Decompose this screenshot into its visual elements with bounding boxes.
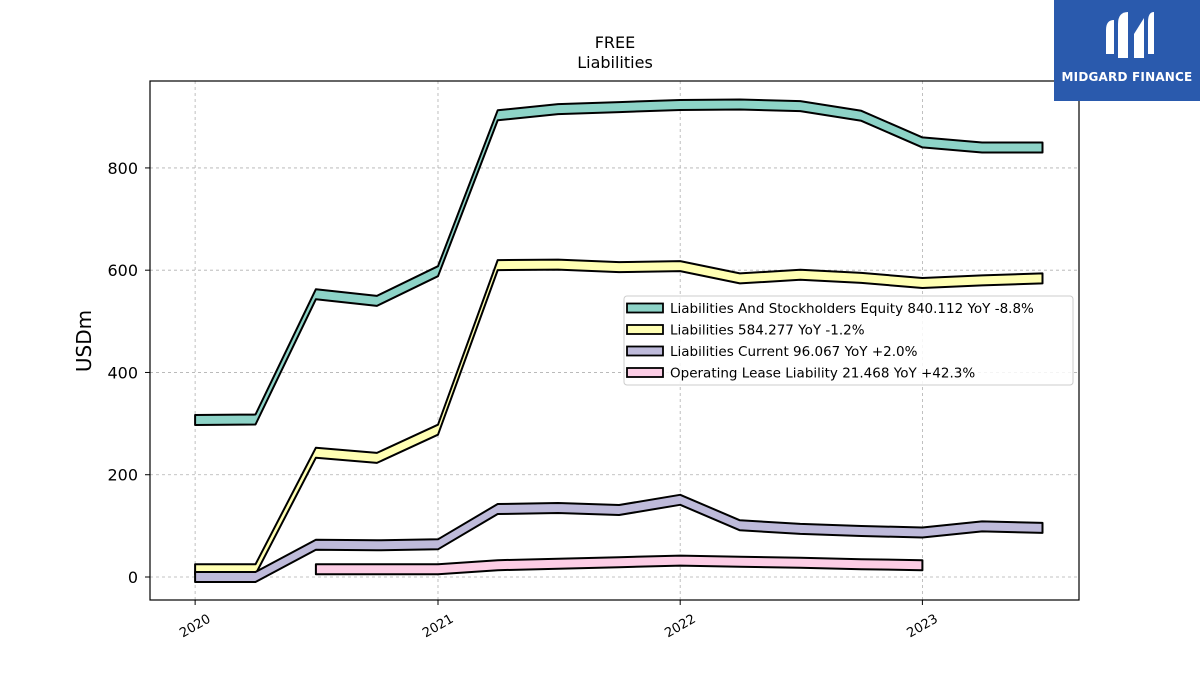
y-tick-label: 600 <box>107 261 138 280</box>
y-tick-label: 0 <box>128 568 138 587</box>
legend-entry: Liabilities Current 96.067 YoY +2.0% <box>670 344 918 360</box>
x-tick-label: 2021 <box>420 612 456 642</box>
legend-entry: Liabilities And Stockholders Equity 840.… <box>670 301 1034 317</box>
chart-subtitle: Liabilities <box>577 53 653 72</box>
x-tick-label: 2023 <box>905 612 941 642</box>
series-line-4 <box>314 554 924 576</box>
series-line-3 <box>194 493 1044 583</box>
legend-box <box>623 295 1074 386</box>
x-tick-label: 2022 <box>662 612 698 642</box>
y-tick-label: 800 <box>107 159 138 178</box>
legend-swatch <box>626 302 664 314</box>
legend-entry: Liabilities 584.277 YoY -1.2% <box>670 323 865 339</box>
midgard-mark-icon <box>1106 12 1154 58</box>
legend-entry: Operating Lease Liability 21.468 YoY +42… <box>670 366 975 382</box>
legend-swatch <box>626 345 664 357</box>
x-axis-ticks: 2020 2021 2022 2023 <box>177 600 941 642</box>
series-line-1 <box>194 98 1044 426</box>
x-tick-label: 2020 <box>177 612 213 642</box>
legend-swatch <box>626 367 664 378</box>
y-axis-label: USDm <box>72 310 96 372</box>
y-axis-ticks: 0 200 400 600 800 <box>107 159 150 587</box>
legend: Liabilities And Stockholders Equity 840.… <box>623 295 1074 386</box>
series-layer <box>194 98 1044 583</box>
midgard-finance-logo: MIDGARD FINANCE <box>1054 0 1200 101</box>
chart-title: FREE <box>595 33 636 52</box>
logo-wordmark: MIDGARD FINANCE <box>1061 70 1193 84</box>
legend-swatch <box>626 324 664 335</box>
y-tick-label: 400 <box>107 363 138 382</box>
plot-frame <box>149 80 1080 601</box>
series-line-2 <box>194 258 1044 576</box>
y-tick-label: 200 <box>107 466 138 485</box>
